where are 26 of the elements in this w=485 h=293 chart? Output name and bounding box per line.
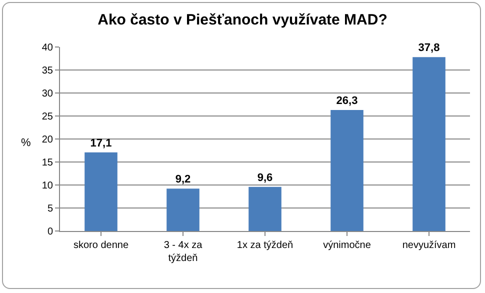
y-tick-label: 0 [47, 226, 54, 238]
y-tick-label: 40 [42, 42, 54, 54]
bar [330, 110, 364, 231]
bar [166, 188, 200, 231]
x-tick-label: 1x za týždeň [236, 240, 294, 251]
y-tick-label: 15 [42, 158, 54, 168]
y-tick-label: 10 [42, 180, 54, 192]
y-tick-label: 30 [42, 88, 54, 100]
data-label: 17,1 [90, 137, 112, 150]
y-tick-label: 5 [47, 204, 54, 214]
data-label: 9,6 [257, 172, 273, 184]
bar [412, 57, 446, 231]
y-tick-label: 25 [42, 112, 54, 122]
y-tick-label: 35 [42, 66, 54, 76]
x-tick-label: nevyužívam [402, 240, 456, 251]
data-label: 9,2 [175, 174, 191, 186]
data-label: 37,8 [418, 42, 440, 54]
y-tick-label: 20 [42, 134, 54, 146]
bar [248, 186, 282, 231]
bar [84, 152, 118, 231]
data-label: 26,3 [336, 95, 358, 108]
y-axis-title: % [21, 137, 31, 149]
chart-title: Ako často v Piešťanoch využívate MAD? [98, 11, 388, 28]
x-tick-label: výnimočne [323, 240, 372, 251]
x-tick-label: skoro denne [73, 240, 129, 251]
x-tick-label: 3 - 4x za týždeň [164, 240, 203, 264]
